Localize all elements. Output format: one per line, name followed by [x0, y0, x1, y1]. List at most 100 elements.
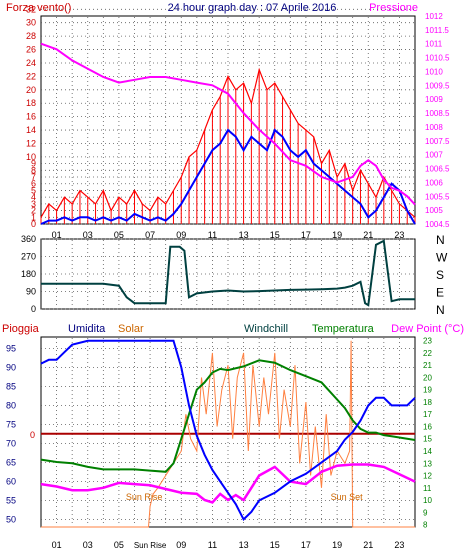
humidity-tick-label: 95 — [6, 343, 16, 353]
top-x-tick-label: 21 — [363, 230, 373, 240]
top-right-tick-label: 1005.5 — [425, 192, 450, 201]
top-x-tick-label: 17 — [301, 230, 311, 240]
direction-label: W — [436, 251, 448, 265]
top-right-tick-label: 1006.5 — [425, 165, 450, 174]
temperature-tick-label: 10 — [423, 496, 432, 505]
top-left-tick-label: 22 — [26, 71, 36, 81]
legend-dew-point: Dew Point (°C) — [391, 323, 464, 335]
top-right-tick-label: 1010 — [425, 67, 443, 76]
temperature-tick-label: 17 — [423, 410, 432, 419]
humidity-tick-label: 70 — [6, 438, 16, 448]
humidity-tick-label: 50 — [6, 514, 16, 524]
temperature-tick-label: 13 — [423, 459, 432, 468]
wind-direction-panel-frame — [40, 238, 416, 310]
top-x-tick-label: 03 — [83, 230, 93, 240]
bottom-x-tick-label: 01 — [52, 540, 62, 550]
mid-left-tick-label: 180 — [21, 269, 36, 279]
top-right-tick-label: 1007 — [425, 151, 443, 160]
top-left-tick-label: 24 — [26, 58, 36, 68]
series-layer — [40, 42, 416, 528]
top-left-tick-label: 8 — [31, 165, 36, 175]
direction-label: N — [436, 233, 445, 247]
top-left-tick-label: 2 — [31, 206, 36, 216]
pressure-line — [40, 42, 416, 206]
temperature-tick-label: 15 — [423, 435, 432, 444]
top-left-tick-label: 30 — [26, 18, 36, 28]
humidity-tick-label: 75 — [6, 419, 16, 429]
direction-label: N — [436, 303, 445, 317]
top-left-tick-label: 20 — [26, 85, 36, 95]
mid-left-tick-label: 360 — [21, 234, 36, 244]
top-x-tick-label: 19 — [332, 230, 342, 240]
top-left-tick-label: 32 — [26, 4, 36, 14]
top-left-tick-label: 12 — [26, 138, 36, 148]
bottom-x-tick-label: 15 — [270, 540, 280, 550]
legend-rain: Pioggia — [2, 323, 40, 335]
direction-label: S — [436, 268, 444, 282]
temperature-tick-label: 9 — [423, 508, 428, 517]
rain-zero-label: 0 — [30, 430, 35, 440]
temperature-tick-label: 21 — [423, 361, 432, 370]
temperature-tick-label: 12 — [423, 472, 432, 481]
bottom-x-tick-label: 03 — [83, 540, 93, 550]
humidity-tick-label: 60 — [6, 476, 16, 486]
top-left-tick-label: 5 — [31, 185, 36, 195]
bottom-x-tick-label: 11 — [208, 540, 217, 550]
top-left-tick-label: 1 — [31, 212, 36, 222]
bottom-x-tick-label: Sun Rise — [134, 541, 167, 550]
top-left-tick-label: 7 — [31, 172, 36, 182]
top-right-tick-label: 1009.5 — [425, 81, 450, 90]
legend-temperature: Temperatura — [312, 323, 375, 335]
top-left-tick-label: 26 — [26, 45, 36, 55]
bottom-x-tick-label: 13 — [239, 540, 249, 550]
top-left-tick-label: 0 — [31, 219, 36, 229]
temperature-tick-label: 11 — [423, 484, 432, 493]
top-left-label: Forza vento() — [6, 2, 71, 14]
top-right-tick-label: 1010.5 — [425, 54, 450, 63]
sun-set-label: Sun Set — [331, 492, 364, 502]
mid-left-tick-label: 0 — [31, 304, 36, 314]
top-right-tick-label: 1007.5 — [425, 137, 450, 146]
wind-direction-grid — [41, 238, 415, 310]
top-left-tick-label: 6 — [31, 179, 36, 189]
bottom-panel-grid — [41, 338, 415, 526]
temperature-line — [40, 359, 416, 473]
bottom-x-tick-label: 09 — [176, 540, 186, 550]
top-left-tick-label: 18 — [26, 98, 36, 108]
humidity-tick-label: 80 — [6, 400, 16, 410]
top-x-tick-label: 15 — [270, 230, 280, 240]
direction-label: E — [436, 286, 444, 300]
top-x-tick-label: 05 — [114, 230, 124, 240]
top-right-tick-label: 1011.5 — [425, 26, 449, 35]
humidity-tick-label: 65 — [6, 457, 16, 467]
legend-humidity: Umidita — [68, 323, 106, 335]
mid-left-tick-label: 90 — [26, 287, 36, 297]
temperature-tick-label: 22 — [423, 349, 432, 358]
top-right-tick-label: 1006 — [425, 178, 443, 187]
temperature-tick-label: 20 — [423, 373, 432, 382]
bottom-x-tick-label: 23 — [394, 540, 404, 550]
top-x-tick-label: 09 — [176, 230, 186, 240]
temperature-tick-label: 16 — [423, 422, 432, 431]
humidity-tick-label: 55 — [6, 495, 16, 505]
top-x-tick-label: 13 — [239, 230, 249, 240]
wind-direction-line — [41, 239, 415, 307]
top-right-tick-label: 1008 — [425, 123, 443, 132]
top-right-label: Pressione — [369, 2, 418, 14]
top-right-tick-label: 1012 — [425, 12, 443, 21]
mid-left-tick-label: 270 — [21, 252, 36, 262]
top-x-tick-label: 07 — [145, 230, 155, 240]
chart-title: 24 hour graph day : 07 Aprile 2016 — [168, 2, 337, 14]
top-left-tick-label: 9 — [31, 159, 36, 169]
top-right-tick-label: 1008.5 — [425, 109, 450, 118]
top-x-tick-label: 01 — [52, 230, 62, 240]
sun-rise-label: Sun Rise — [126, 492, 163, 502]
bottom-x-tick-label: 17 — [301, 540, 311, 550]
top-right-tick-label: 1009 — [425, 95, 443, 104]
wind-line — [40, 67, 416, 218]
temperature-tick-label: 23 — [423, 337, 432, 346]
top-left-tick-label: 28 — [26, 31, 36, 41]
bottom-x-tick-label: 21 — [363, 540, 373, 550]
